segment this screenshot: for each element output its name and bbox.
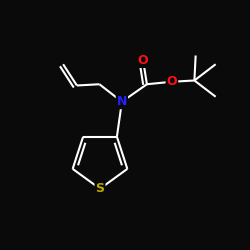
Text: S: S — [96, 182, 104, 195]
Text: O: O — [138, 54, 148, 67]
Text: N: N — [117, 95, 127, 108]
Text: O: O — [166, 75, 177, 88]
